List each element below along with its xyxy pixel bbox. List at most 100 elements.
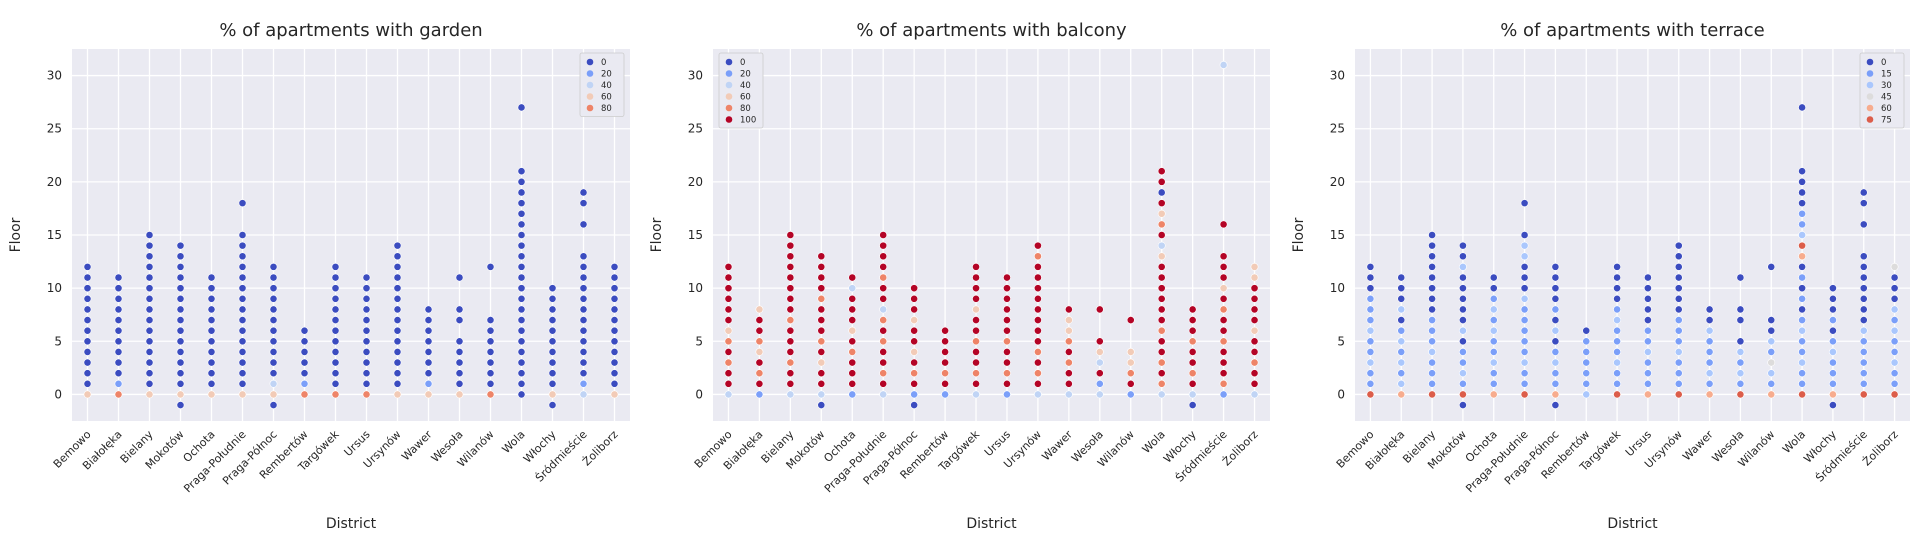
scatter-point bbox=[1520, 284, 1529, 293]
scatter-point bbox=[1705, 348, 1714, 356]
scatter-point bbox=[1459, 390, 1467, 399]
scatter-point bbox=[786, 358, 795, 367]
scatter-point bbox=[1188, 316, 1197, 324]
scatter-point bbox=[1798, 294, 1806, 303]
scatter-point bbox=[1582, 337, 1591, 346]
scatter-point bbox=[1034, 326, 1042, 335]
scatter-point bbox=[579, 262, 588, 271]
scatter-point bbox=[610, 369, 619, 378]
scatter-point bbox=[207, 273, 216, 282]
scatter-point bbox=[1428, 358, 1436, 367]
scatter-point bbox=[1520, 252, 1529, 261]
y-axis-label: Floor bbox=[1291, 217, 1307, 252]
scatter-chart-2: 051015202530BemowoBiałołękaBielanyMokotó… bbox=[1291, 20, 1910, 532]
scatter-point bbox=[1219, 252, 1228, 261]
scatter-point bbox=[1459, 358, 1467, 367]
scatter-point bbox=[176, 316, 185, 324]
scatter-point bbox=[1489, 390, 1498, 399]
scatter-point bbox=[238, 241, 247, 250]
scatter-point bbox=[1551, 401, 1560, 409]
scatter-point bbox=[517, 390, 526, 399]
legend-marker bbox=[586, 58, 594, 66]
scatter-point bbox=[910, 379, 919, 388]
scatter-point bbox=[1890, 379, 1899, 388]
scatter-point bbox=[1428, 284, 1436, 293]
legend-label: 60 bbox=[740, 93, 751, 103]
scatter-point bbox=[972, 379, 980, 388]
scatter-point bbox=[879, 379, 888, 388]
scatter-point bbox=[393, 294, 402, 303]
scatter-point bbox=[1859, 326, 1868, 335]
scatter-point bbox=[972, 358, 980, 367]
scatter-point bbox=[548, 326, 557, 335]
scatter-point bbox=[331, 284, 340, 293]
scatter-point bbox=[486, 358, 495, 367]
scatter-point bbox=[786, 231, 795, 239]
scatter-point bbox=[517, 262, 526, 271]
scatter-point bbox=[1034, 316, 1042, 324]
scatter-point bbox=[1644, 369, 1652, 378]
scatter-point bbox=[1219, 390, 1228, 399]
legend-marker bbox=[1866, 104, 1874, 112]
scatter-point bbox=[517, 209, 526, 218]
scatter-point bbox=[145, 390, 154, 399]
scatter-point bbox=[1219, 262, 1228, 271]
scatter-point bbox=[269, 284, 278, 293]
scatter-point bbox=[1126, 369, 1135, 378]
scatter-point bbox=[848, 337, 857, 346]
scatter-point bbox=[486, 316, 495, 324]
scatter-point bbox=[1003, 305, 1011, 314]
scatter-point bbox=[1674, 273, 1683, 282]
scatter-point bbox=[114, 379, 123, 388]
scatter-point bbox=[1428, 231, 1436, 239]
scatter-point bbox=[1890, 390, 1899, 399]
scatter-point bbox=[517, 337, 526, 346]
scatter-point bbox=[848, 273, 857, 282]
scatter-point bbox=[1551, 284, 1560, 293]
scatter-point bbox=[176, 273, 185, 282]
scatter-point bbox=[1157, 188, 1166, 197]
legend-label: 0 bbox=[1881, 58, 1886, 68]
scatter-point bbox=[145, 284, 154, 293]
scatter-point bbox=[1520, 369, 1529, 378]
scatter-point bbox=[145, 305, 154, 314]
scatter-point bbox=[579, 188, 588, 197]
scatter-point bbox=[83, 369, 92, 378]
scatter-point bbox=[1397, 358, 1406, 367]
scatter-point bbox=[579, 358, 588, 367]
scatter-point bbox=[114, 305, 123, 314]
scatter-point bbox=[1126, 358, 1135, 367]
scatter-point bbox=[1428, 262, 1436, 271]
legend-marker bbox=[725, 81, 733, 89]
scatter-point bbox=[1157, 316, 1166, 324]
scatter-point bbox=[817, 379, 826, 388]
scatter-point bbox=[145, 231, 154, 239]
y-tick-label: 10 bbox=[1330, 281, 1345, 295]
x-axis-label: District bbox=[966, 516, 1017, 532]
scatter-point bbox=[755, 348, 764, 356]
scatter-point bbox=[1613, 294, 1621, 303]
scatter-point bbox=[1674, 241, 1683, 250]
scatter-point bbox=[1157, 294, 1166, 303]
scatter-point bbox=[1250, 379, 1259, 388]
scatter-point bbox=[517, 177, 526, 186]
scatter-point bbox=[1644, 284, 1652, 293]
scatter-point bbox=[1829, 284, 1837, 293]
scatter-point bbox=[145, 252, 154, 261]
scatter-point bbox=[1034, 273, 1042, 282]
legend-label: 15 bbox=[1881, 70, 1892, 80]
scatter-point bbox=[145, 294, 154, 303]
legend-marker bbox=[1866, 116, 1874, 123]
chart-title: % of apartments with terrace bbox=[1500, 20, 1765, 41]
scatter-point bbox=[848, 326, 857, 335]
scatter-point bbox=[1582, 390, 1591, 399]
scatter-point bbox=[724, 262, 733, 271]
scatter-point bbox=[1890, 316, 1899, 324]
y-tick-label: 20 bbox=[47, 175, 62, 189]
scatter-point bbox=[848, 379, 857, 388]
scatter-point bbox=[610, 284, 619, 293]
scatter-point bbox=[1489, 316, 1498, 324]
scatter-point bbox=[176, 348, 185, 356]
scatter-point bbox=[879, 294, 888, 303]
scatter-point bbox=[455, 358, 464, 367]
